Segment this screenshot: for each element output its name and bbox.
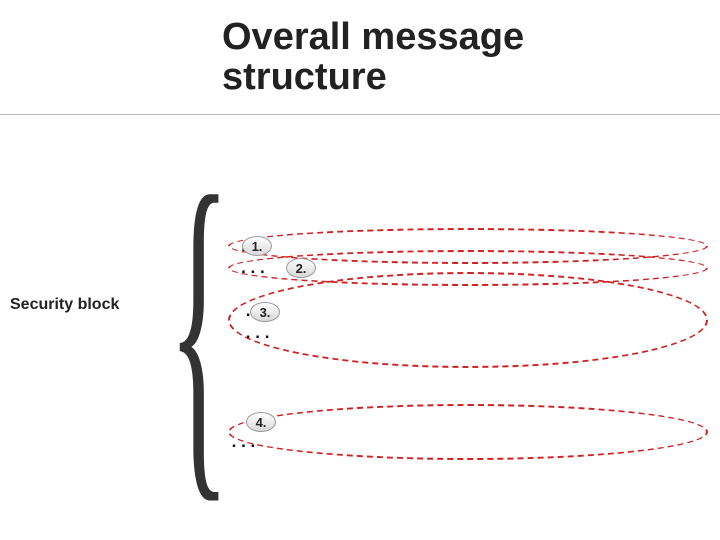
callout-3: 3.: [250, 302, 280, 322]
side-label: Security block: [10, 296, 119, 314]
title-rule: [0, 114, 720, 115]
highlight-oval-3: [228, 272, 708, 368]
highlight-oval-4: [228, 404, 708, 460]
callout-4-label: 4.: [256, 415, 267, 430]
callout-2-label: 2.: [296, 261, 307, 276]
callout-1: 1.: [242, 236, 272, 256]
callout-3-label: 3.: [260, 305, 271, 320]
code-block: . . . . . . . . . . . . . . .: [208, 148, 274, 496]
title-line-2: structure: [222, 56, 387, 98]
title-line-1: Overall message: [222, 16, 524, 58]
callout-2: 2.: [286, 258, 316, 278]
callout-4: 4.: [246, 412, 276, 432]
callout-1-label: 1.: [252, 239, 263, 254]
page-title: Overall message structure: [222, 18, 524, 98]
